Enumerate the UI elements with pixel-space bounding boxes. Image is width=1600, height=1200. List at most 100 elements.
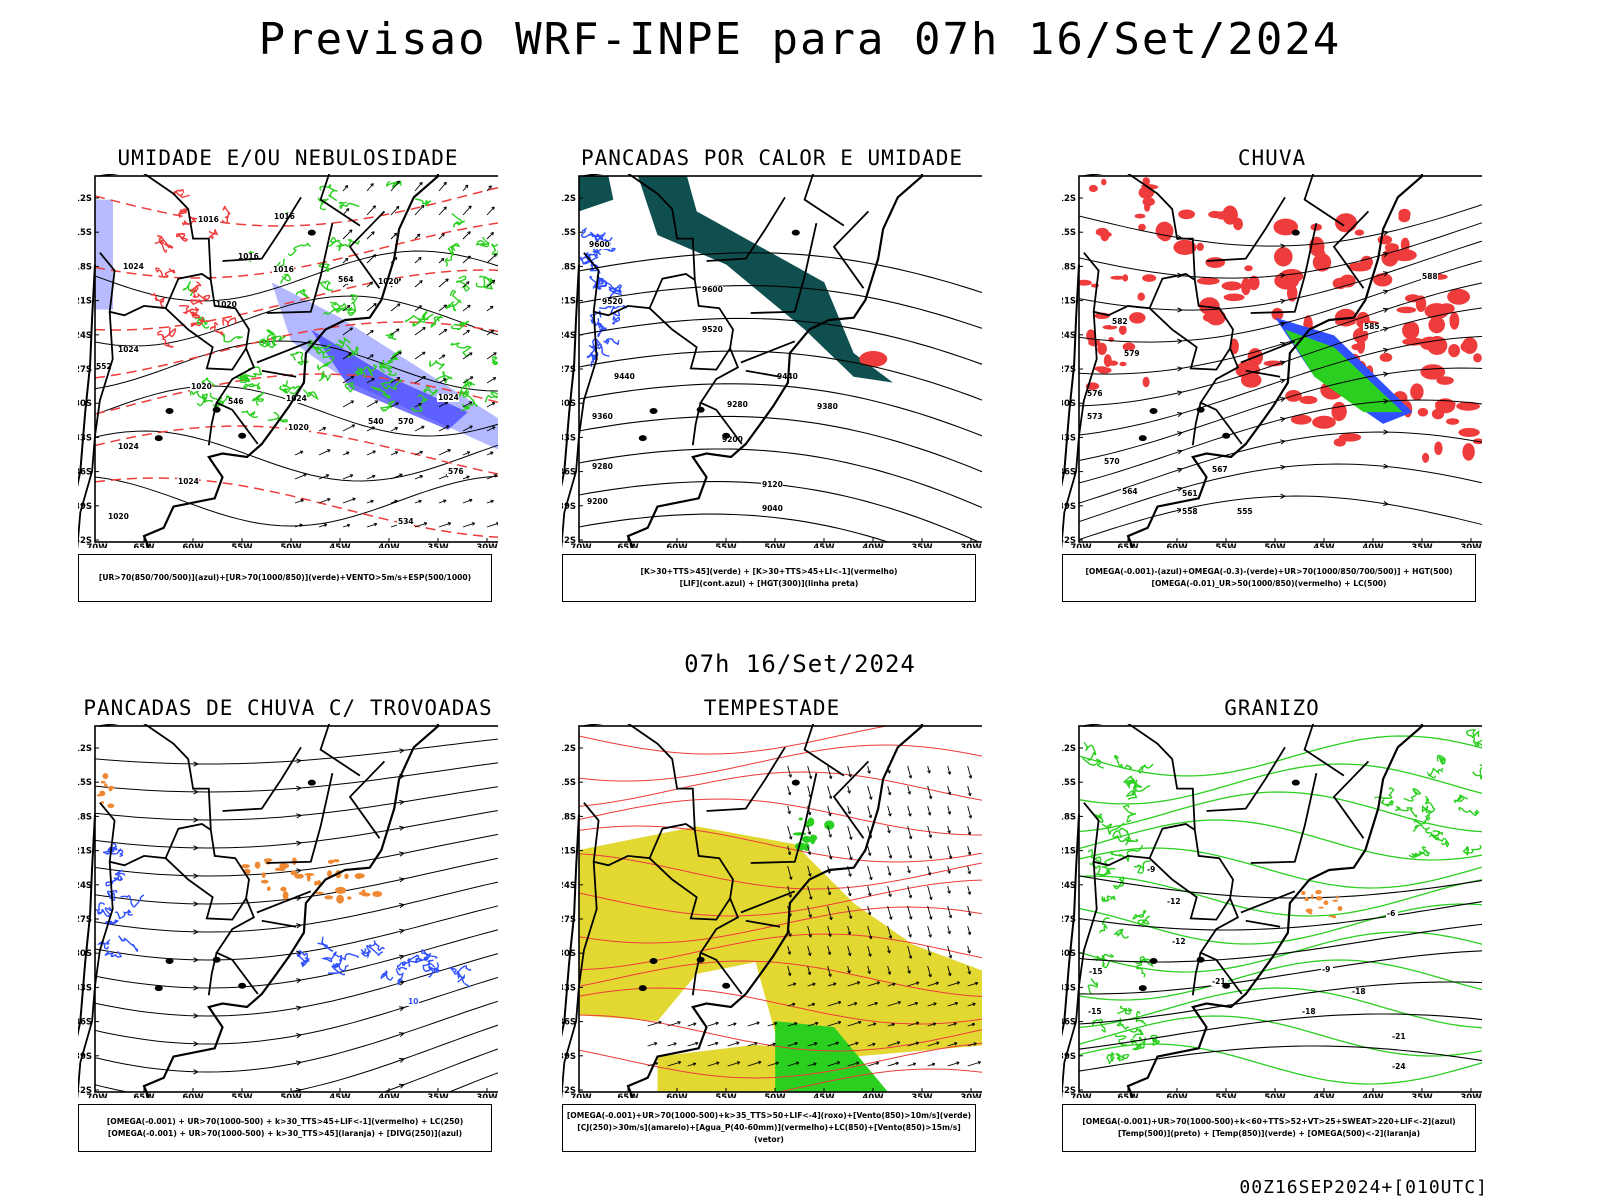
rain-area — [1142, 274, 1157, 282]
lat-tick-label: 27S — [1062, 915, 1076, 925]
wind-vector — [867, 865, 872, 880]
wind-vector — [462, 231, 471, 240]
streamline-arrow — [399, 980, 405, 986]
lat-tick-label: 36S — [562, 1018, 576, 1028]
rain-area — [1129, 312, 1146, 324]
wind-vector — [438, 258, 445, 264]
lat-tick-label: 42S — [1062, 1086, 1076, 1096]
wind-vector — [658, 1020, 662, 1025]
label-backdrop — [1111, 318, 1128, 326]
streamline-arrow — [1177, 307, 1183, 313]
rain-area — [1271, 307, 1284, 321]
lifted-index-contour — [594, 322, 607, 338]
lake-mark — [638, 985, 647, 992]
contour-label: 1016 — [238, 252, 259, 261]
wind-vector — [847, 905, 852, 919]
country-border — [222, 746, 302, 812]
label-backdrop — [215, 301, 237, 309]
rain-area — [1241, 277, 1251, 296]
country-border — [1303, 174, 1345, 227]
lon-tick-label: 65W — [133, 1093, 155, 1098]
wind-vector — [438, 233, 445, 240]
wind-vector — [350, 375, 355, 380]
wind-vector — [373, 303, 377, 307]
temp-850-contour — [1079, 847, 1482, 889]
lon-tick-label: 40W — [378, 1093, 400, 1098]
wind-vector — [445, 278, 449, 282]
wind-vector — [787, 951, 792, 955]
streamline-arrow — [193, 845, 199, 851]
plot-background — [95, 726, 498, 1092]
rain-area — [1429, 306, 1442, 315]
field-layer: -9 -12 -12 -15 -18 -21 -21 -24 -18 -6 -9 -15 — [1079, 729, 1482, 1085]
lon-tick-label: 40W — [862, 1093, 884, 1098]
temp-500-contour — [1079, 875, 1482, 899]
wind-vector — [947, 805, 951, 815]
coastline-atlantic — [142, 174, 440, 548]
label-backdrop — [588, 241, 610, 249]
wind-vector — [847, 765, 852, 778]
wind-vector — [947, 771, 952, 775]
rain-area — [1142, 177, 1150, 186]
thunder-orange — [266, 886, 271, 891]
rain-area — [1088, 184, 1098, 193]
rain-area — [1290, 414, 1312, 425]
temp-850-contour — [1117, 1005, 1133, 1015]
country-border — [706, 196, 786, 262]
heat-humidity-zone — [637, 176, 893, 383]
temp-850-contour — [1079, 959, 1482, 1001]
label-backdrop — [591, 463, 613, 471]
wind-vector — [396, 328, 400, 332]
wind-vector — [294, 473, 307, 480]
wind-vector — [469, 401, 473, 405]
wind-vector — [695, 1041, 699, 1046]
label-backdrop — [117, 443, 139, 451]
geopotential-contour — [579, 481, 981, 542]
wind-vector — [366, 303, 377, 312]
wind-vector — [366, 475, 376, 480]
wind-vector — [947, 890, 951, 894]
lat-tick-label: 42S — [78, 1086, 92, 1096]
caption-pancadas-trovoadas: [OMEGA(-0.001) + UR>70(1000-500) + k>30_… — [78, 1104, 492, 1152]
wind-vector — [947, 1022, 957, 1027]
temp-850-contour — [1472, 739, 1482, 747]
wind-vector — [398, 351, 402, 355]
wind-vector — [775, 1061, 779, 1066]
temp-850-contour — [1115, 1052, 1130, 1062]
caption-line: [CJ(250)>30m/s](amarelo)+[Agua_P(40-60mm… — [577, 1123, 961, 1144]
wind-vector — [867, 1022, 877, 1027]
low-level-humidity — [445, 300, 457, 312]
label-backdrop — [337, 276, 354, 284]
map-umidade: 1016 1016 1016 1024 1020 1016 1020 1024 1020 1024… — [78, 174, 498, 548]
contour-label: -18 — [1352, 987, 1366, 996]
wind-vector — [967, 931, 972, 936]
contour-label: 1016 — [198, 215, 219, 224]
wind-vector — [687, 1042, 699, 1047]
wind-vector — [372, 254, 377, 258]
wind-vector — [366, 254, 377, 264]
wind-vector — [466, 281, 470, 285]
lat-tick-label: 15S — [78, 778, 92, 788]
wind-vector — [807, 983, 816, 987]
wind-vector — [486, 279, 496, 288]
low-level-humidity — [267, 412, 288, 423]
wind-vector — [867, 905, 871, 916]
caption-line: [Temp(500)](preto) + [Temp(850)](verde) … — [1117, 1129, 1421, 1138]
rain-area — [1473, 353, 1482, 363]
lat-tick-label: 39S — [1062, 1052, 1076, 1062]
rain-area — [1110, 275, 1125, 280]
lat-tick-label: 27S — [78, 915, 92, 925]
wind-vector — [466, 451, 471, 455]
omega-orange — [1337, 906, 1343, 911]
lake-mark — [1149, 957, 1158, 964]
rain-area — [1434, 441, 1443, 456]
wind-vector — [848, 915, 853, 920]
streamline-arrow — [399, 799, 405, 806]
temp-850-contour — [1472, 764, 1482, 780]
streamline-850 — [776, 1068, 982, 1092]
caption-umidade: [UR>70(850/700/500)](azul)+[UR>70(1000/8… — [78, 554, 492, 602]
temp-850-contour — [1101, 895, 1116, 902]
streamline-arrow — [296, 840, 302, 846]
wind-vector — [967, 870, 972, 875]
coastline-atlantic — [1126, 724, 1424, 1098]
